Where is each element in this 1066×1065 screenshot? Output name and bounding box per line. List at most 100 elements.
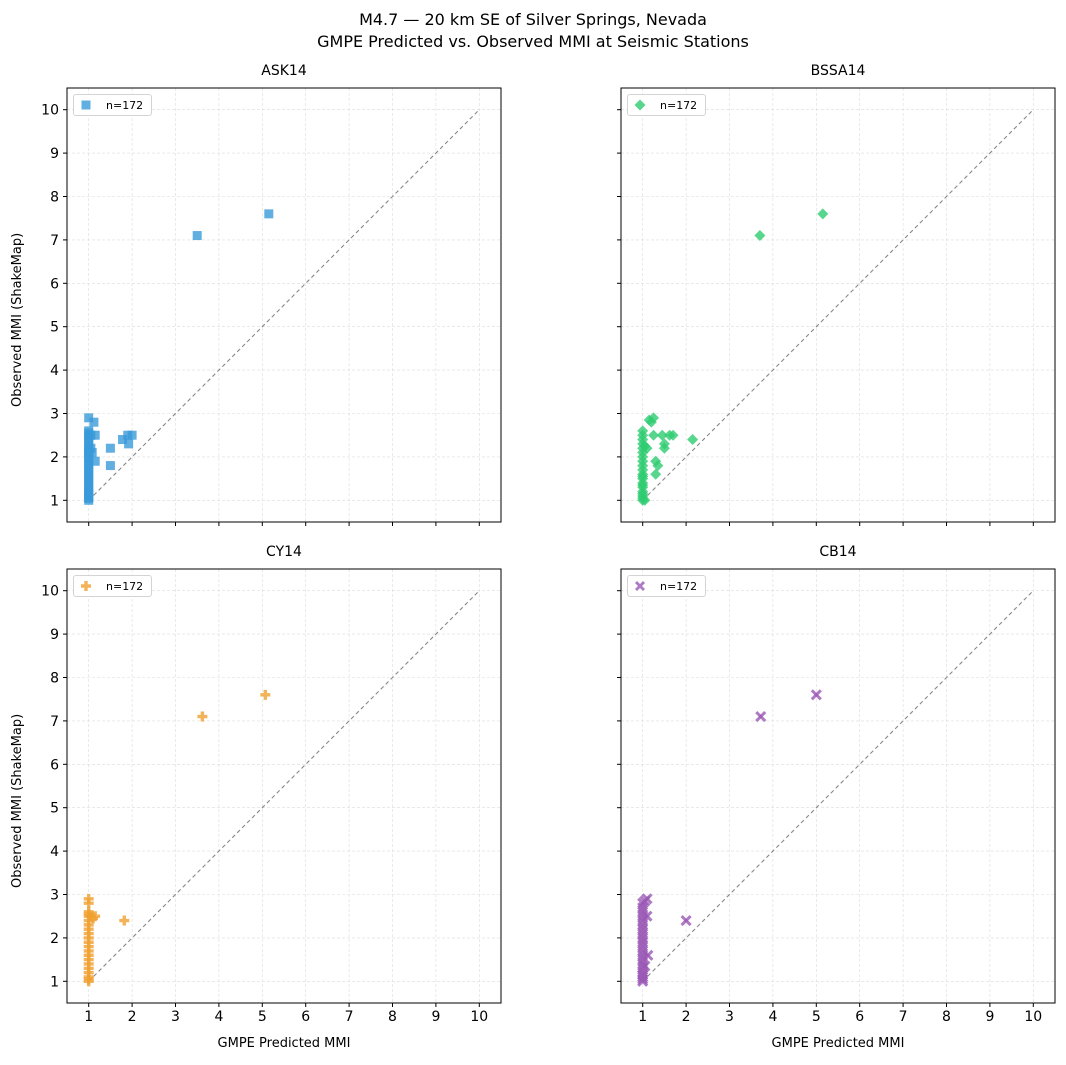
data-point — [637, 969, 649, 981]
data-point — [656, 429, 668, 441]
x-tick-label: 5 — [258, 1009, 267, 1025]
data-point — [84, 413, 94, 423]
data-point — [637, 425, 649, 437]
legend-ask14: n=172 — [73, 94, 153, 116]
data-point-stroke — [642, 949, 654, 961]
data-point-stroke — [637, 969, 649, 981]
reference-line — [88, 590, 480, 982]
legend-bssa14: n=172 — [627, 94, 707, 116]
plot-panel-bssa14 — [617, 87, 1056, 526]
data-point — [88, 913, 99, 924]
data-point — [755, 710, 767, 723]
legend-label: n=172 — [660, 579, 698, 593]
x-axis-label-cb14: GMPE Predicted MMI — [771, 1036, 905, 1051]
y-tick-label: 9 — [50, 627, 59, 643]
x-tick-label: 4 — [768, 1009, 777, 1025]
axes-frame — [66, 568, 502, 1004]
axes-frame — [620, 568, 1056, 1004]
y-tick-label: 2 — [50, 931, 59, 947]
legend-label: n=172 — [106, 98, 144, 112]
plot-panel-cy14: 1 1 2 2 3 3 4 4 5 5 6 6 7 7 8 8 9 9 10 10 — [41, 568, 502, 1025]
data-point — [264, 209, 274, 219]
data-point — [639, 960, 651, 972]
y-tick-label: 1 — [50, 974, 59, 990]
data-point — [639, 494, 651, 506]
reference-line — [642, 109, 1034, 501]
data-point — [637, 479, 649, 491]
data-point — [90, 911, 101, 922]
subplot-title-bssa14: BSSA14 — [810, 63, 866, 79]
x-tick-label: 7 — [899, 1009, 908, 1025]
data-point — [90, 456, 100, 466]
legend-marker-diamond-icon — [634, 99, 646, 111]
data-point — [119, 915, 130, 926]
data-point — [197, 711, 208, 722]
data-point-stroke — [641, 910, 653, 922]
data-point — [648, 429, 660, 441]
x-tick-label: 9 — [985, 1009, 994, 1025]
data-point — [87, 448, 97, 458]
figure-suptitle-line1: M4.7 — 20 km SE of Silver Springs, Nevad… — [359, 10, 707, 29]
x-tick-label: 10 — [1024, 1009, 1042, 1025]
data-point — [667, 429, 679, 441]
y-tick-label: 2 — [50, 450, 59, 466]
x-tick-label: 2 — [128, 1009, 137, 1025]
legend-marker-square-icon — [81, 100, 91, 110]
subplot-title-cy14: CY14 — [266, 544, 302, 560]
subplot-title-ask14: ASK14 — [261, 63, 307, 79]
data-point — [642, 949, 654, 961]
x-axis-label-cy14: GMPE Predicted MMI — [217, 1036, 351, 1051]
x-tick-label: 5 — [812, 1009, 821, 1025]
y-tick-label: 7 — [50, 714, 59, 730]
plot-panel-ask14: 1 2 3 4 5 6 7 8 9 10 — [41, 87, 502, 526]
data-point — [680, 914, 692, 927]
legend-marker-x-icon — [635, 581, 645, 591]
data-point — [810, 689, 822, 701]
data-point — [105, 461, 115, 471]
data-point — [84, 489, 94, 499]
legend-marker-plus-icon — [81, 581, 91, 591]
legend-cb14: n=172 — [627, 575, 707, 597]
data-point — [641, 893, 653, 905]
data-point — [83, 893, 94, 904]
y-tick-label: 8 — [50, 190, 59, 206]
x-tick-label: 4 — [214, 1009, 223, 1025]
x-tick-label: 9 — [431, 1009, 440, 1025]
y-tick-label: 1 — [50, 493, 59, 509]
data-point — [89, 417, 99, 427]
x-tick-label: 8 — [388, 1009, 397, 1025]
x-tick-label: 1 — [84, 1009, 93, 1025]
x-tick-label: 7 — [345, 1009, 354, 1025]
data-point — [84, 458, 94, 468]
reference-line — [642, 590, 1034, 982]
data-point — [658, 442, 670, 454]
data-point — [650, 468, 662, 480]
x-tick-label: 3 — [725, 1009, 734, 1025]
data-point — [84, 467, 94, 477]
data-point — [641, 910, 653, 922]
y-tick-label: 3 — [50, 888, 59, 904]
reference-line — [88, 109, 480, 501]
x-tick-label: 6 — [301, 1009, 310, 1025]
data-point-stroke — [755, 710, 767, 723]
y-tick-label: 6 — [50, 276, 59, 292]
data-point — [192, 231, 202, 241]
y-tick-label: 5 — [50, 801, 59, 817]
data-point — [127, 430, 137, 440]
data-point — [652, 460, 664, 472]
data-point-stroke — [810, 689, 822, 701]
y-tick-label: 4 — [50, 844, 59, 860]
data-point — [84, 476, 94, 486]
axes-frame — [620, 87, 1056, 523]
data-point — [754, 230, 766, 242]
legend-label: n=172 — [106, 579, 144, 593]
y-tick-label: 10 — [41, 584, 59, 600]
data-point — [260, 689, 271, 700]
data-point — [687, 434, 699, 446]
data-point — [124, 439, 134, 449]
y-tick-label: 10 — [41, 103, 59, 119]
y-tick-label: 6 — [50, 757, 59, 773]
data-point — [637, 470, 649, 482]
axes-frame — [66, 87, 502, 523]
data-point — [83, 909, 94, 920]
